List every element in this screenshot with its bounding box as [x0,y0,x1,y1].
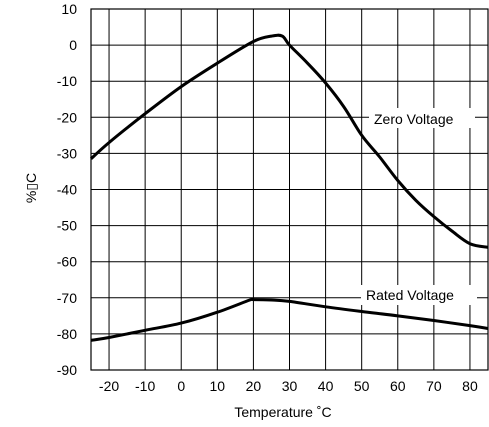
series-annotations: Zero Voltage Rated Voltage [361,108,477,305]
x-tick-label: 30 [282,378,298,394]
y-tick-label: -50 [57,218,77,234]
x-axis-label: Temperature ˚C [234,404,331,420]
plot-frame [90,8,489,371]
x-tick-label: 20 [246,378,262,394]
x-tick-label: 60 [390,378,406,394]
series-lines [89,33,489,342]
x-tick-label: -10 [135,378,155,394]
annotation-background [361,285,477,305]
y-tick-labels: 10 0 -10 -20 -30 -40 -50 -60 -70 -80 -90 [57,1,77,378]
series-line-zero-voltage [89,33,489,249]
grid [90,8,489,371]
x-tick-label: 80 [462,378,478,394]
x-tick-label: 70 [426,378,442,394]
y-tick-label: -10 [57,73,77,89]
annotation-rated-voltage: Rated Voltage [366,287,454,303]
y-tick-label: -70 [57,290,77,306]
series-line-rated-voltage [90,297,489,342]
y-tick-label: -80 [57,326,77,342]
y-tick-label: -20 [57,109,77,125]
y-tick-label: -90 [57,362,77,378]
y-tick-label: -30 [57,145,77,161]
y-tick-label: 0 [69,37,77,53]
x-tick-label: 10 [210,378,226,394]
annotation-background [369,108,475,128]
x-tick-label: -20 [99,378,119,394]
x-tick-label: 0 [177,378,185,394]
x-tick-label: 50 [354,378,370,394]
x-tick-labels: -20 -10 0 10 20 30 40 50 60 70 80 [99,378,478,394]
annotation-zero-voltage: Zero Voltage [374,111,454,127]
y-axis-label: %▯C [23,173,39,203]
x-tick-label: 40 [318,378,334,394]
y-tick-label: -40 [57,182,77,198]
y-tick-label: 10 [61,1,77,17]
y-tick-label: -60 [57,254,77,270]
